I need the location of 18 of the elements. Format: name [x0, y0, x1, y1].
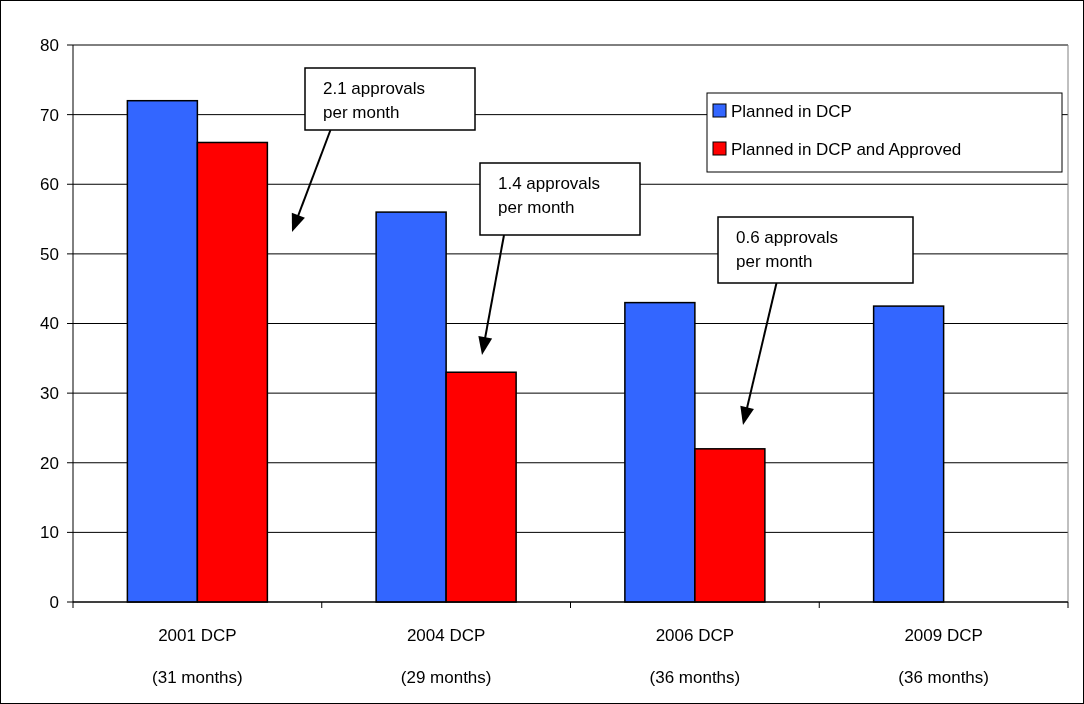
category-label: 2004 DCP (29 months): [400, 626, 492, 687]
y-tick-label: 20: [40, 453, 59, 473]
annotation: 0.6 approvals per month: [736, 228, 839, 271]
annotation: 2.1 approvals per month: [323, 79, 426, 122]
annotation: 1.4 approvals per month: [498, 174, 601, 217]
y-tick-label: 0: [49, 592, 59, 612]
y-tick-label: 60: [40, 175, 59, 195]
legend-label: Planned in DCP and Approved: [731, 139, 962, 159]
y-tick-label: 70: [40, 105, 59, 125]
category-label: 2009 DCP (36 months): [898, 626, 989, 687]
category-label: 2006 DCP (36 months): [649, 626, 741, 687]
y-tick-label: 50: [40, 244, 59, 264]
y-tick-label: 80: [40, 35, 59, 55]
category-label: 2001 DCP (31 months): [152, 626, 243, 687]
y-tick-label: 30: [40, 384, 59, 404]
legend-label: Planned in DCP: [731, 101, 852, 121]
y-tick-label: 10: [40, 523, 59, 543]
y-tick-label: 40: [40, 314, 59, 334]
